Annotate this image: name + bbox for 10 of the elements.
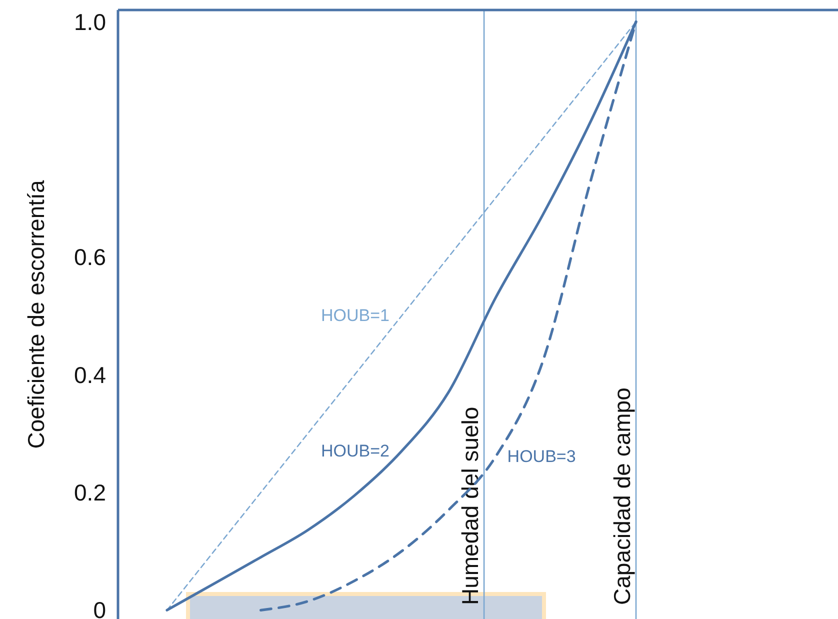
annotation: Capacidad de campo: [609, 388, 635, 605]
y-tick-label: 1.0: [74, 8, 106, 35]
y-tick-label: 0.2: [74, 480, 106, 506]
y-tick-label: 0.4: [74, 362, 106, 388]
series-label: HOUB=1: [321, 306, 390, 325]
y-axis-title: Coeficiente de escorrentía: [23, 180, 49, 449]
y-tick-label: 0: [93, 597, 106, 619]
series-label: HOUB=2: [321, 441, 390, 460]
series-label: HOUB=3: [507, 447, 576, 466]
y-tick-label: 0.6: [74, 244, 106, 270]
